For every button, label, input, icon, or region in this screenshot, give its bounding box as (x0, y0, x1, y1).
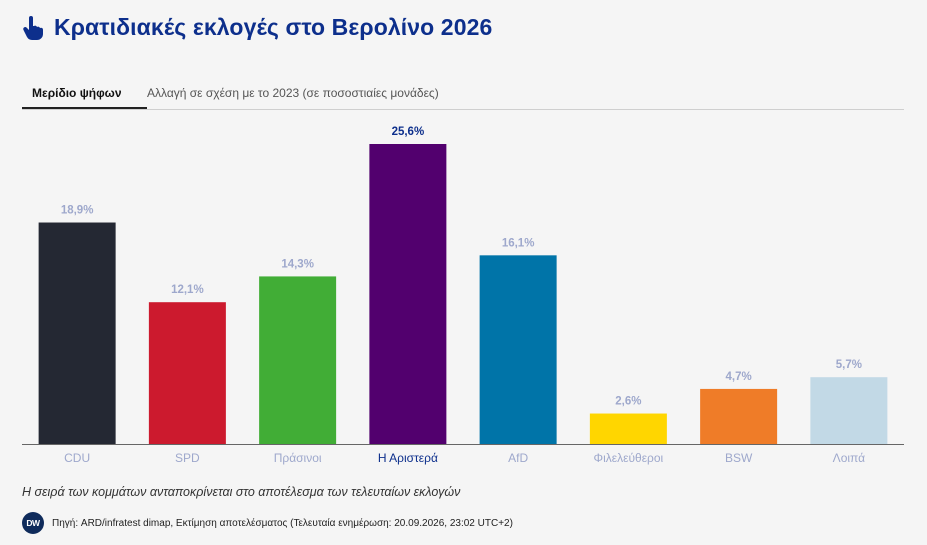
bar-0 (38, 222, 116, 444)
category-label-3: Η Αριστερά (378, 451, 438, 465)
bar-3 (369, 144, 447, 444)
tab-change-since-2023[interactable]: Αλλαγή σε σχέση με το 2023 (σε ποσοστιαί… (147, 86, 439, 100)
value-label-5: 2,6% (615, 396, 641, 408)
tab-bar: Μερίδιο ψήφων Αλλαγή σε σχέση με το 2023… (22, 84, 904, 110)
bar-chart: 18,9% CDU 12,1% SPD 14,3% Πράσινοι 25,6% Η Αρισ… (22, 126, 904, 465)
value-label-1: 12,1% (171, 284, 204, 296)
value-label-2: 14,3% (281, 258, 314, 270)
category-label-4: AfD (508, 451, 528, 465)
value-label-0: 18,9% (61, 205, 94, 217)
category-label-0: CDU (64, 451, 90, 465)
hand-pointer-icon (22, 15, 44, 41)
category-label-1: SPD (175, 451, 200, 465)
value-label-3: 25,6% (392, 126, 425, 138)
dw-logo-icon: DW (22, 512, 44, 534)
bar-5 (589, 413, 667, 444)
bar-7 (810, 377, 888, 444)
bar-6 (700, 388, 778, 444)
value-label-7: 5,7% (836, 359, 862, 371)
category-label-6: BSW (725, 451, 753, 465)
category-label-2: Πράσινοι (274, 451, 322, 465)
bar-2 (259, 276, 337, 444)
source-text: Πηγή: ARD/infratest dimap, Εκτίμηση αποτ… (52, 517, 513, 529)
source-line: DW Πηγή: ARD/infratest dimap, Εκτίμηση α… (22, 512, 513, 534)
tab-vote-share[interactable]: Μερίδιο ψήφων (22, 86, 147, 109)
value-label-4: 16,1% (502, 237, 535, 249)
page-title: Κρατιδιακές εκλογές στο Βερολίνο 2026 (54, 14, 493, 40)
chart-note: Η σειρά των κομμάτων ανταποκρίνεται στο … (22, 485, 461, 499)
bar-4 (479, 255, 557, 444)
bar-1 (148, 302, 226, 444)
category-label-5: Φιλελεύθεροι (594, 451, 664, 465)
value-label-6: 4,7% (726, 371, 752, 383)
category-label-7: Λοιπά (833, 451, 865, 465)
chart-header: Κρατιδιακές εκλογές στο Βερολίνο 2026 (22, 14, 492, 41)
